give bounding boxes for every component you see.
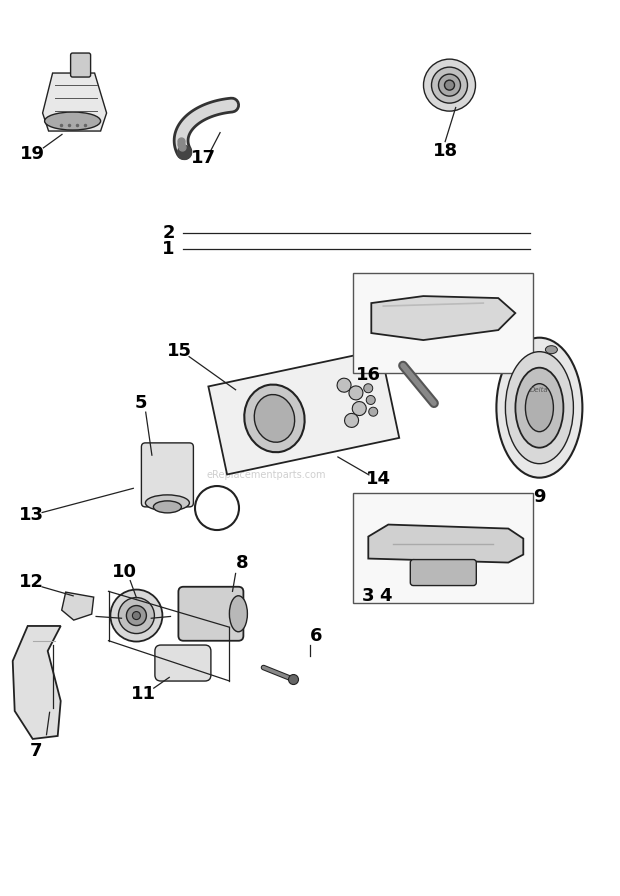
Ellipse shape bbox=[133, 612, 140, 619]
Text: 11: 11 bbox=[131, 685, 156, 702]
Polygon shape bbox=[368, 524, 523, 563]
FancyBboxPatch shape bbox=[208, 349, 399, 475]
FancyBboxPatch shape bbox=[410, 560, 476, 586]
FancyBboxPatch shape bbox=[155, 645, 211, 681]
Ellipse shape bbox=[505, 352, 574, 464]
Polygon shape bbox=[43, 73, 107, 131]
Text: 15: 15 bbox=[167, 342, 192, 360]
Text: 14: 14 bbox=[366, 470, 391, 488]
Bar bbox=[353, 493, 533, 603]
Ellipse shape bbox=[366, 395, 375, 404]
Text: 10: 10 bbox=[112, 563, 136, 581]
Text: 2: 2 bbox=[162, 224, 175, 242]
FancyBboxPatch shape bbox=[141, 443, 193, 507]
Text: eReplacementparts.com: eReplacementparts.com bbox=[207, 470, 326, 480]
Polygon shape bbox=[12, 626, 61, 739]
Ellipse shape bbox=[337, 378, 351, 392]
Polygon shape bbox=[62, 592, 94, 620]
Text: Delta: Delta bbox=[530, 387, 549, 392]
Ellipse shape bbox=[345, 413, 358, 427]
Text: 12: 12 bbox=[19, 573, 43, 591]
Text: 9: 9 bbox=[533, 488, 546, 506]
Text: 1: 1 bbox=[162, 240, 175, 258]
Ellipse shape bbox=[445, 80, 454, 90]
Polygon shape bbox=[371, 296, 515, 340]
Ellipse shape bbox=[349, 386, 363, 400]
Ellipse shape bbox=[352, 401, 366, 416]
Ellipse shape bbox=[288, 675, 298, 685]
Ellipse shape bbox=[244, 384, 304, 452]
Text: 13: 13 bbox=[19, 506, 43, 524]
Text: 8: 8 bbox=[236, 554, 248, 572]
Text: 18: 18 bbox=[433, 142, 458, 159]
Ellipse shape bbox=[423, 59, 476, 111]
Ellipse shape bbox=[546, 346, 557, 354]
Ellipse shape bbox=[438, 74, 461, 96]
Text: 7: 7 bbox=[30, 742, 42, 760]
Text: 3: 3 bbox=[362, 587, 374, 605]
Ellipse shape bbox=[515, 367, 564, 448]
Ellipse shape bbox=[126, 606, 146, 625]
Ellipse shape bbox=[118, 598, 154, 633]
FancyBboxPatch shape bbox=[179, 587, 244, 641]
Text: 16: 16 bbox=[356, 366, 381, 383]
Ellipse shape bbox=[369, 407, 378, 417]
Ellipse shape bbox=[146, 495, 189, 511]
Text: 6: 6 bbox=[310, 627, 322, 645]
Ellipse shape bbox=[153, 501, 182, 513]
Text: 17: 17 bbox=[191, 149, 216, 167]
Ellipse shape bbox=[497, 338, 582, 478]
Ellipse shape bbox=[110, 590, 162, 642]
Ellipse shape bbox=[229, 596, 247, 632]
Bar bbox=[353, 273, 533, 374]
Ellipse shape bbox=[45, 112, 100, 130]
Ellipse shape bbox=[432, 67, 467, 103]
Ellipse shape bbox=[364, 383, 373, 392]
Text: 4: 4 bbox=[379, 587, 392, 605]
Ellipse shape bbox=[525, 383, 554, 432]
Ellipse shape bbox=[254, 394, 294, 443]
Text: 5: 5 bbox=[135, 394, 148, 412]
Text: 19: 19 bbox=[20, 145, 45, 163]
FancyBboxPatch shape bbox=[71, 53, 91, 77]
